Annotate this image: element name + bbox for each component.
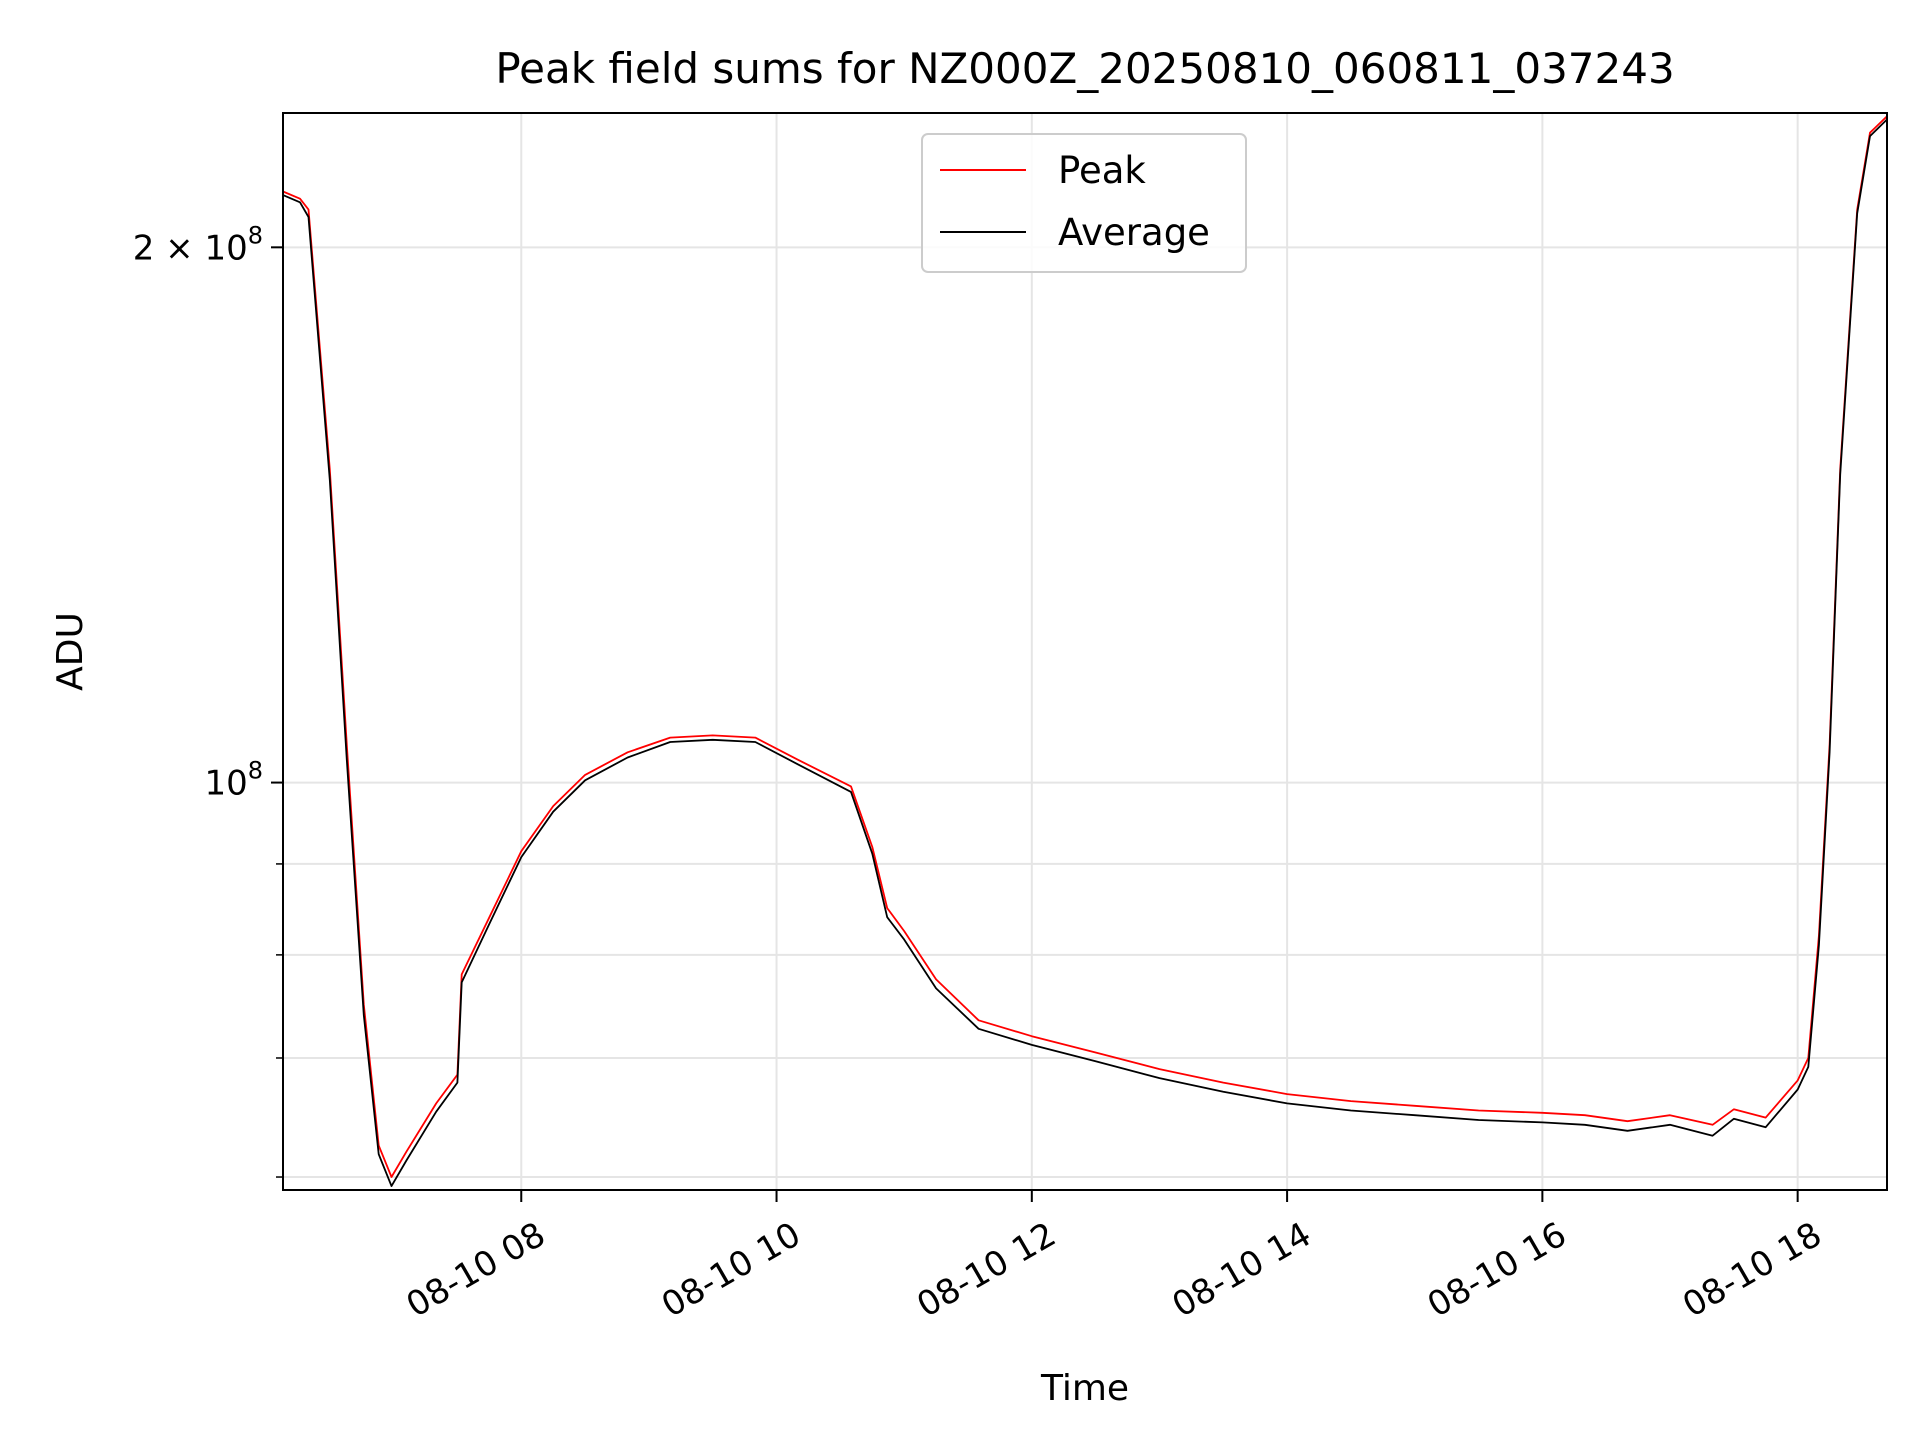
series-line-peak	[282, 115, 1888, 1178]
chart-title: Peak field sums for NZ000Z_20250810_0608…	[495, 44, 1674, 93]
legend-label-peak: Peak	[1058, 149, 1146, 192]
series-line-average	[282, 118, 1888, 1187]
legend-box	[921, 133, 1247, 273]
y-tick-label-exp: 8	[248, 757, 263, 785]
series-layer	[282, 115, 1888, 1187]
legend: Peak Average	[921, 133, 1247, 273]
y-tick-label-exp: 8	[248, 221, 263, 249]
y-tick-label-coef: 2 ×	[133, 228, 205, 268]
y-axis-label: ADU	[50, 612, 91, 691]
y-tick-label: 2 × 108	[133, 221, 263, 268]
legend-label-average: Average	[1058, 211, 1210, 254]
y-tick-label: 108	[204, 757, 263, 804]
plot-frame	[282, 112, 1888, 1191]
y-tick-label-base: 10	[204, 764, 247, 804]
x-axis-label: Time	[1040, 1368, 1129, 1409]
y-tick-label-base: 10	[204, 228, 247, 268]
